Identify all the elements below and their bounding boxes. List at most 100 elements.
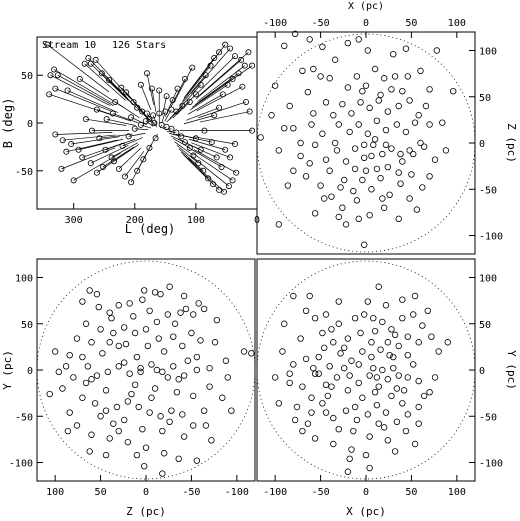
- data-point: [350, 187, 357, 195]
- data-point: [366, 433, 373, 440]
- x-tick-label: -100: [263, 487, 287, 498]
- data-point: [395, 215, 402, 223]
- data-point: [433, 47, 441, 54]
- y-tick-label: -50: [15, 167, 33, 178]
- data-point: [142, 444, 150, 451]
- data-point: [337, 350, 344, 357]
- data-point: [106, 309, 113, 316]
- data-point: [382, 302, 390, 309]
- proper-motion-vector: [67, 90, 119, 113]
- data-point: [58, 165, 65, 172]
- data-point: [179, 411, 186, 418]
- data-point: [279, 348, 286, 355]
- y-tick-label: -100: [479, 459, 503, 470]
- data-point: [219, 394, 226, 401]
- data-point: [137, 368, 144, 376]
- data-point: [410, 361, 417, 368]
- proper-motion-vector: [186, 107, 220, 121]
- data-point: [397, 150, 404, 158]
- data-point: [322, 409, 330, 416]
- data-point: [351, 315, 359, 322]
- data-point: [379, 366, 386, 374]
- proper-motion-vector: [189, 84, 228, 111]
- data-point: [302, 355, 310, 363]
- data-point: [299, 67, 306, 75]
- data-point: [137, 364, 144, 372]
- data-point: [388, 145, 395, 152]
- proper-motion-vector: [190, 142, 231, 158]
- data-point: [370, 315, 377, 322]
- proper-motion-vector: [145, 120, 154, 127]
- data-point: [319, 400, 326, 407]
- data-point: [205, 175, 212, 182]
- data-point: [393, 121, 401, 128]
- data-point: [166, 283, 173, 290]
- data-point: [181, 76, 188, 83]
- data-point: [299, 427, 306, 435]
- data-point: [384, 108, 391, 115]
- data-point: [311, 370, 319, 377]
- data-point: [351, 145, 359, 152]
- data-point: [373, 117, 381, 124]
- data-point: [331, 139, 339, 147]
- data-point: [162, 108, 169, 115]
- data-point: [439, 119, 446, 126]
- proper-motion-vector: [50, 74, 111, 107]
- data-point: [290, 292, 297, 300]
- data-point: [355, 361, 362, 368]
- y-tick-label: 0: [27, 366, 33, 377]
- data-point: [190, 311, 197, 318]
- data-point: [291, 416, 299, 424]
- data-point: [257, 134, 264, 141]
- proper-motion-vector: [149, 138, 156, 149]
- xy-y-ticks: 100 50 0 -50 -100: [469, 274, 503, 470]
- data-point: [95, 303, 102, 311]
- data-point: [139, 426, 146, 433]
- data-point: [424, 307, 431, 314]
- data-point: [402, 45, 410, 52]
- data-point: [91, 400, 99, 407]
- data-point: [360, 311, 368, 318]
- data-point: [213, 154, 220, 161]
- data-point: [178, 133, 185, 140]
- data-point: [115, 363, 122, 370]
- x-tick-label: -100: [263, 18, 287, 29]
- data-point: [216, 49, 223, 56]
- data-point: [73, 335, 81, 342]
- data-point: [404, 352, 411, 359]
- data-point: [342, 221, 350, 228]
- data-point: [415, 403, 422, 411]
- data-point: [100, 163, 107, 170]
- data-point: [415, 377, 422, 385]
- data-point: [246, 108, 253, 115]
- data-point: [173, 129, 180, 136]
- data-point: [391, 448, 399, 455]
- data-point: [229, 177, 236, 184]
- data-point: [75, 146, 82, 153]
- y-tick-label: 0: [479, 139, 485, 150]
- data-point: [184, 357, 191, 364]
- proper-motion-vector: [196, 86, 243, 112]
- sky-y-ticks: 50 0 -50: [15, 71, 43, 178]
- proper-motion-vector: [53, 69, 113, 104]
- data-point: [156, 110, 163, 117]
- data-point: [321, 195, 328, 202]
- data-point: [428, 333, 435, 340]
- data-point: [371, 327, 379, 335]
- data-point: [222, 146, 229, 153]
- data-point: [281, 124, 288, 132]
- data-point: [177, 309, 184, 316]
- data-point: [73, 422, 81, 429]
- proper-motion-vector: [188, 44, 226, 93]
- data-point: [330, 414, 337, 422]
- data-point: [382, 126, 390, 134]
- data-point: [102, 451, 110, 459]
- data-point: [133, 451, 141, 459]
- data-point: [227, 45, 234, 52]
- data-point: [197, 146, 204, 153]
- proper-motion-vector: [199, 52, 249, 96]
- sky-x-axis-label: L (deg): [125, 222, 176, 236]
- data-point: [200, 305, 208, 313]
- xy-boundary-circle: [256, 260, 476, 480]
- data-point: [128, 179, 135, 186]
